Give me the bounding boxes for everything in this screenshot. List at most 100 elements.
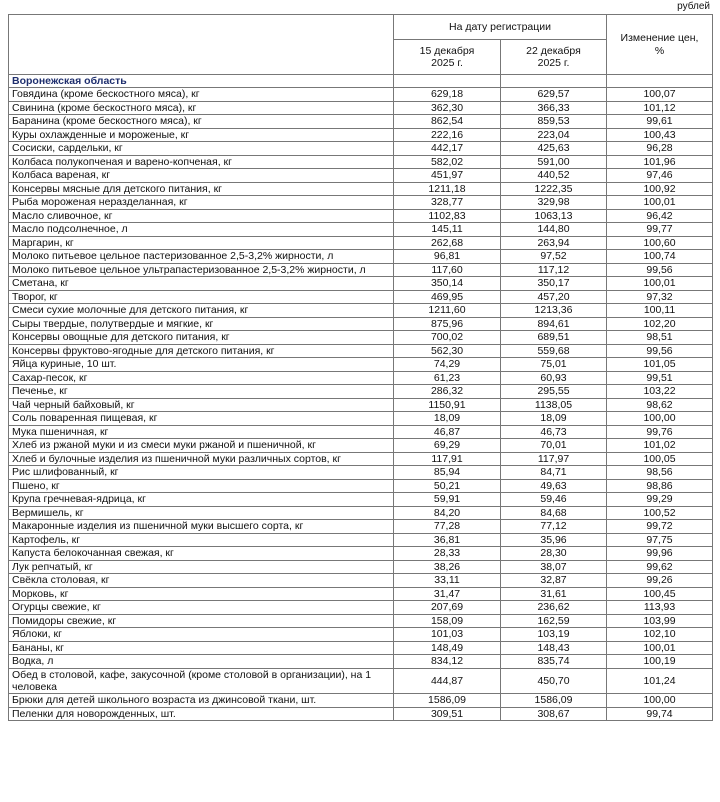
price-dec-22: 308,67 xyxy=(500,706,607,722)
price-dec-22: 689,51 xyxy=(500,330,607,345)
price-dec-15: 96,81 xyxy=(393,249,501,264)
table-row: Рис шлифованный, кг 85,94 84,71 98,56 xyxy=(8,465,713,480)
price-dec-22: 559,68 xyxy=(500,343,607,359)
item-name: Свёкла столовая, кг xyxy=(8,573,394,588)
table-row: Баранина (кроме бескостного мяса), кг 862… xyxy=(8,114,713,129)
price-dec-22: 440,52 xyxy=(500,168,607,183)
price-dec-22: 77,12 xyxy=(500,519,607,534)
table-row: Яблоки, кг 101,03 103,19 102,10 xyxy=(8,627,713,642)
item-name: Бананы, кг xyxy=(8,640,394,656)
group-header: На дату регистрации xyxy=(393,14,607,40)
price-dec-22: 894,61 xyxy=(500,316,607,332)
price-change: 102,20 xyxy=(606,316,713,332)
price-change: 100,01 xyxy=(606,195,713,210)
price-dec-15: 469,95 xyxy=(393,289,501,305)
price-dec-22: 236,62 xyxy=(500,600,607,615)
price-dec-22: 350,17 xyxy=(500,276,607,291)
price-change: 99,61 xyxy=(606,114,713,129)
price-dec-15: 36,81 xyxy=(393,532,501,548)
item-name: Пеленки для новорожденных, шт. xyxy=(8,706,394,722)
price-dec-22: 295,55 xyxy=(500,384,607,399)
item-name: Водка, л xyxy=(8,654,394,669)
price-dec-22: 60,93 xyxy=(500,370,607,386)
price-dec-15: 834,12 xyxy=(393,654,501,669)
item-name: Чай черный байховый, кг xyxy=(8,397,394,413)
price-dec-22: 103,19 xyxy=(500,627,607,642)
item-name: Хлеб и булочные изделия из пшеничной мук… xyxy=(8,451,394,467)
table-row: Макаронные изделия из пшеничной муки выс… xyxy=(8,519,713,534)
price-dec-22: 329,98 xyxy=(500,195,607,210)
item-name: Хлеб из ржаной муки и из смеси муки ржан… xyxy=(8,438,394,453)
price-change: 99,29 xyxy=(606,492,713,507)
table-row: Пшено, кг 50,21 49,63 98,86 xyxy=(8,478,713,494)
price-dec-22: 97,52 xyxy=(500,249,607,264)
table-row: Помидоры свежие, кг 158,09 162,59 103,99 xyxy=(8,613,713,629)
price-table: На дату регистрации Изменение цен, % 15 … xyxy=(8,14,713,722)
price-dec-22: 35,96 xyxy=(500,532,607,548)
price-dec-15: 77,28 xyxy=(393,519,501,534)
table-row: Масло сливочное, кг 1102,83 1063,13 96,42 xyxy=(8,208,713,224)
item-name: Сметана, кг xyxy=(8,276,394,291)
table-row: Огурцы свежие, кг 207,69 236,62 113,93 xyxy=(8,600,713,615)
price-dec-15: 31,47 xyxy=(393,586,501,602)
unit-note: рублей xyxy=(677,1,710,12)
table-row: Колбаса вареная, кг 451,97 440,52 97,46 xyxy=(8,168,713,183)
table-row: Масло подсолнечное, л 145,11 144,80 99,77 xyxy=(8,222,713,237)
price-change: 99,56 xyxy=(606,262,713,278)
item-name: Творог, кг xyxy=(8,289,394,305)
table-row: Водка, л 834,12 835,74 100,19 xyxy=(8,654,713,669)
table-row: Маргарин, кг 262,68 263,94 100,60 xyxy=(8,235,713,251)
price-dec-15: 262,68 xyxy=(393,235,501,251)
table-row: Молоко питьевое цельное пастеризованное … xyxy=(8,249,713,264)
item-name: Картофель, кг xyxy=(8,532,394,548)
price-dec-15: 46,87 xyxy=(393,424,501,440)
price-dec-22: 117,97 xyxy=(500,451,607,467)
table-row: Вермишель, кг 84,20 84,68 100,52 xyxy=(8,505,713,521)
price-dec-22: 70,01 xyxy=(500,438,607,453)
price-change: 100,01 xyxy=(606,276,713,291)
price-dec-15: 117,91 xyxy=(393,451,501,467)
item-name: Молоко питьевое цельное пастеризованное … xyxy=(8,249,394,264)
price-change: 96,42 xyxy=(606,208,713,224)
price-dec-15: 875,96 xyxy=(393,316,501,332)
price-dec-22: 28,30 xyxy=(500,546,607,561)
price-dec-22: 75,01 xyxy=(500,357,607,372)
item-name: Говядина (кроме бескостного мяса), кг xyxy=(8,87,394,102)
price-dec-15: 309,51 xyxy=(393,706,501,722)
table-row: Консервы фруктово-ягодные для детского п… xyxy=(8,343,713,359)
price-dec-22: 144,80 xyxy=(500,222,607,237)
price-change: 100,11 xyxy=(606,303,713,318)
price-dec-15: 862,54 xyxy=(393,114,501,129)
table-row: Колбаса полукопченая и варено-копченая, … xyxy=(8,154,713,170)
price-dec-22: 366,33 xyxy=(500,100,607,116)
price-change: 103,99 xyxy=(606,613,713,629)
price-change: 100,05 xyxy=(606,451,713,467)
price-dec-22: 31,61 xyxy=(500,586,607,602)
price-change: 98,56 xyxy=(606,465,713,480)
price-change: 97,32 xyxy=(606,289,713,305)
price-dec-15: 222,16 xyxy=(393,127,501,143)
price-change: 102,10 xyxy=(606,627,713,642)
price-dec-15: 1211,18 xyxy=(393,181,501,197)
table-row: Лук репчатый, кг 38,26 38,07 99,62 xyxy=(8,559,713,575)
change-label: Изменение цен, % xyxy=(620,32,699,57)
item-name: Огурцы свежие, кг xyxy=(8,600,394,615)
price-dec-22: 1063,13 xyxy=(500,208,607,224)
price-change: 113,93 xyxy=(606,600,713,615)
table-row: Куры охлажденные и мороженые, кг 222,16 22… xyxy=(8,127,713,143)
price-dec-15: 50,21 xyxy=(393,478,501,494)
table-row: Соль поваренная пищевая, кг 18,09 18,09 100… xyxy=(8,411,713,426)
price-dec-15: 59,91 xyxy=(393,492,501,507)
price-dec-15: 101,03 xyxy=(393,627,501,642)
price-dec-15: 145,11 xyxy=(393,222,501,237)
price-dec-15: 33,11 xyxy=(393,573,501,588)
price-dec-15: 69,29 xyxy=(393,438,501,453)
price-dec-22: 629,57 xyxy=(500,87,607,102)
price-dec-15: 286,32 xyxy=(393,384,501,399)
date-header: 15 декабря 2025 г. xyxy=(393,39,501,75)
price-dec-22: 835,74 xyxy=(500,654,607,669)
item-name: Яйца куриные, 10 шт. xyxy=(8,357,394,372)
price-dec-15: 629,18 xyxy=(393,87,501,102)
price-dec-15: 38,26 xyxy=(393,559,501,575)
